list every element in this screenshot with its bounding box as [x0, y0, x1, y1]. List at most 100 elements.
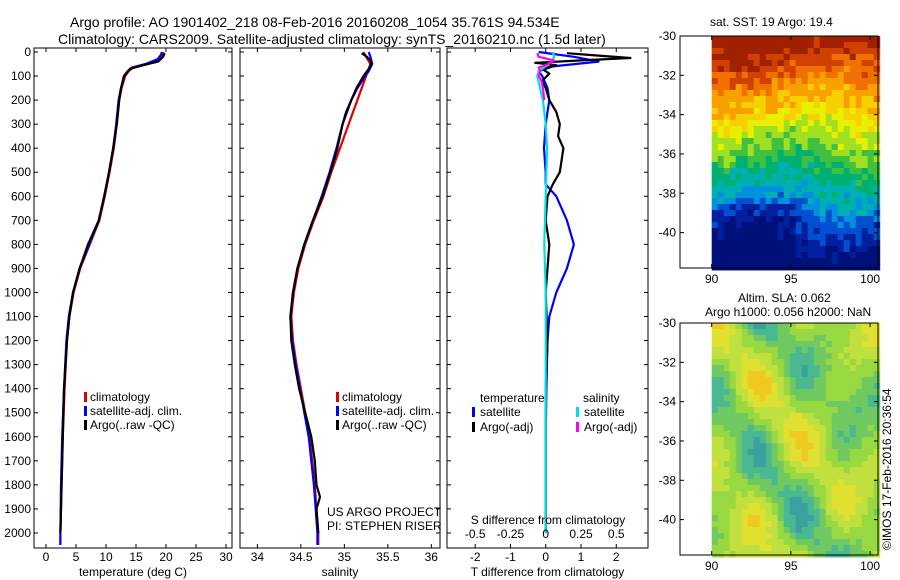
sla-map-cell: [861, 389, 869, 396]
sla-map-cell: [753, 443, 761, 450]
sst-map-cell: [825, 186, 833, 193]
sla-map-title-1: Altim. SLA: 0.062: [738, 291, 831, 305]
sla-map-cell: [765, 467, 773, 474]
sla-map-cell: [753, 497, 761, 504]
sla-map-cell: [765, 347, 773, 354]
sst-map-cell: [855, 258, 863, 265]
sst-map-cell: [765, 234, 773, 241]
sla-map-cell: [711, 545, 719, 552]
sla-map-cell: [789, 461, 797, 468]
sst-map-cell: [765, 162, 773, 169]
sst-map-cell: [711, 222, 719, 229]
sla-map-cell: [801, 467, 809, 474]
sst-map-cell: [819, 72, 827, 79]
sst-map-cell: [855, 246, 863, 253]
sst-map-cell: [711, 162, 719, 169]
sst-map-cell: [873, 36, 881, 43]
sst-map-cell: [729, 162, 737, 169]
sst-map-cell: [789, 258, 797, 265]
sla-map-cell: [795, 443, 803, 450]
sst-map-cell: [849, 264, 857, 271]
sla-map-cell: [801, 497, 809, 504]
sla-map-cell: [771, 527, 779, 534]
sst-map-cell: [723, 132, 731, 139]
y-tick-label: 1700: [4, 454, 31, 468]
sst-map-cell: [849, 168, 857, 175]
sla-map-cell: [807, 383, 815, 390]
sst-map-cell: [789, 264, 797, 271]
sst-map-cell: [753, 108, 761, 115]
sla-map-cell: [741, 383, 749, 390]
sla-map-cell: [831, 545, 839, 552]
sst-map-cell: [855, 234, 863, 241]
sst-map-cell: [747, 204, 755, 211]
sla-map-cell: [735, 485, 743, 492]
sla-map-cell: [735, 419, 743, 426]
sst-map-cell: [843, 132, 851, 139]
sla-map-cell: [855, 389, 863, 396]
sst-map-cell: [795, 60, 803, 67]
sla-map-cell: [717, 407, 725, 414]
sla-map-cell: [855, 533, 863, 540]
sla-map-cell: [795, 329, 803, 336]
sst-map-cell: [711, 228, 719, 235]
sla-map-cell: [807, 353, 815, 360]
sst-map-cell: [771, 216, 779, 223]
sst-map-cell: [819, 228, 827, 235]
sst-map-cell: [759, 174, 767, 181]
sla-map-cell: [789, 419, 797, 426]
sst-map-cell: [717, 174, 725, 181]
x-tick-label-salinity: 35: [338, 550, 352, 564]
sst-map-cell: [795, 204, 803, 211]
sst-map-cell: [825, 120, 833, 127]
sst-map-cell: [813, 252, 821, 259]
sst-map-cell: [723, 108, 731, 115]
sla-map-cell: [837, 521, 845, 528]
sla-map-cell: [753, 359, 761, 366]
sla-map-cell: [741, 347, 749, 354]
sla-map-cell: [861, 485, 869, 492]
sla-map-cell: [723, 455, 731, 462]
sla-map-cell: [849, 419, 857, 426]
sst-map-cell: [783, 228, 791, 235]
sst-map-cell: [723, 168, 731, 175]
sla-map-cell: [861, 521, 869, 528]
sst-map-cell: [765, 246, 773, 253]
sla-map-cell: [741, 503, 749, 510]
sst-map-cell: [819, 48, 827, 55]
sla-map-cell: [825, 335, 833, 342]
sla-map-cell: [795, 353, 803, 360]
sla-map-cell: [741, 323, 749, 330]
sst-map-cell: [807, 126, 815, 133]
sst-map-cell: [831, 84, 839, 91]
sla-map-cell: [873, 503, 881, 510]
sst-map-cell: [765, 90, 773, 97]
sla-map-cell: [801, 449, 809, 456]
sst-map-cell: [711, 60, 719, 67]
sst-map-cell: [711, 264, 719, 271]
sla-map-cell: [831, 515, 839, 522]
sst-map-cell: [849, 54, 857, 61]
sst-map-cell: [801, 84, 809, 91]
sla-map-cell: [867, 455, 875, 462]
sla-map-cell: [765, 359, 773, 366]
legend-swatch-difference: [472, 422, 475, 432]
sla-map-cell: [717, 449, 725, 456]
sst-map-cell: [771, 252, 779, 259]
sst-map-cell: [861, 228, 869, 235]
sst-map-cell: [777, 228, 785, 235]
sla-map-cell: [765, 413, 773, 420]
sla-map-cell: [741, 455, 749, 462]
sst-map-cell: [777, 150, 785, 157]
sst-map-cell: [771, 192, 779, 199]
sla-map-cell: [729, 323, 737, 330]
sst-map-cell: [801, 258, 809, 265]
sla-map-cell: [843, 443, 851, 450]
sla-map-cell: [711, 467, 719, 474]
sst-map-cell: [849, 150, 857, 157]
sla-map-cell: [771, 533, 779, 540]
sst-map-cell: [807, 48, 815, 55]
sst-map-cell: [843, 210, 851, 217]
sst-map-cell: [723, 72, 731, 79]
sla-map-cell: [825, 527, 833, 534]
